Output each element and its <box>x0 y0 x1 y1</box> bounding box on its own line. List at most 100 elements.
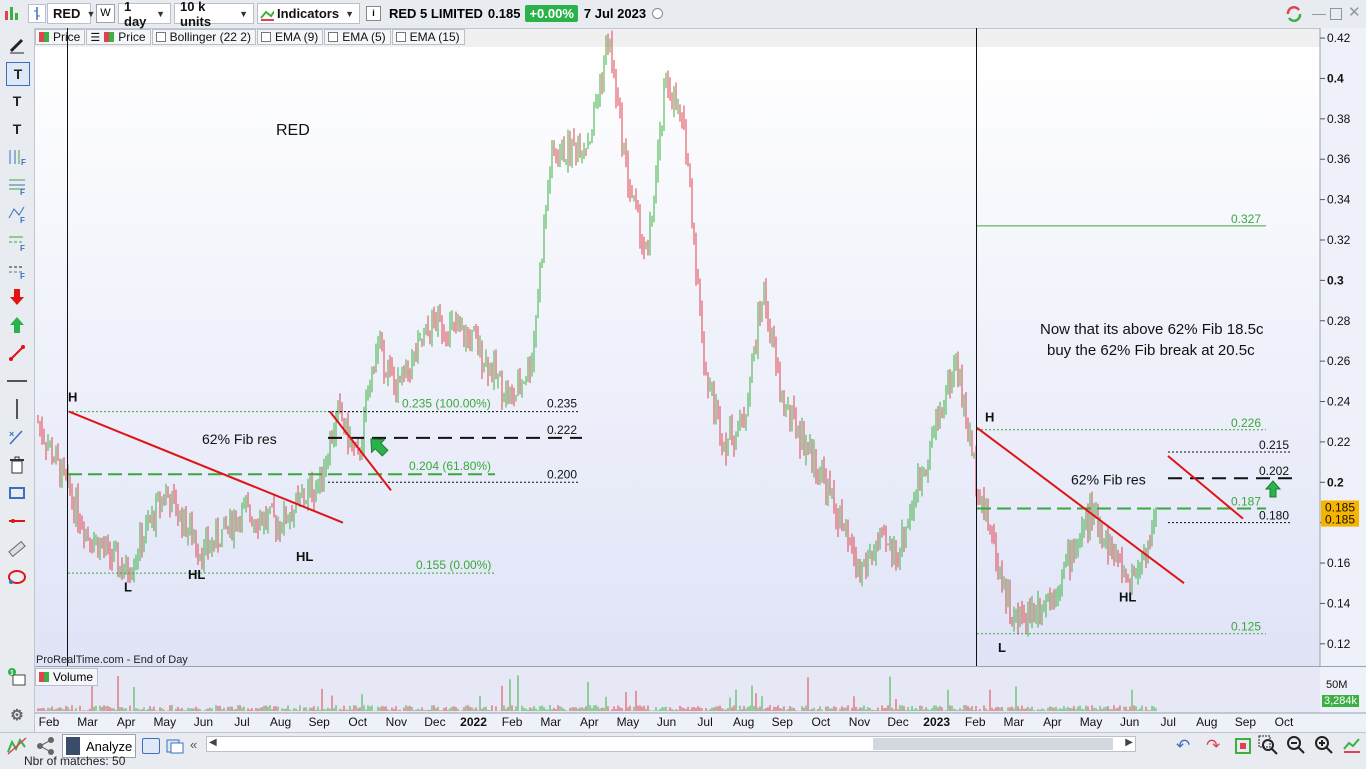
analyze-button[interactable]: Analyze <box>62 734 136 758</box>
legend-price-list[interactable]: ☰ Price <box>86 29 151 45</box>
x-tick-label: Jun <box>657 715 676 729</box>
x-tick-label: Mar <box>540 715 561 729</box>
y-tick-label: 0.32 <box>1327 233 1351 247</box>
fib-retracement-icon[interactable]: F <box>6 174 28 196</box>
x-tick-label: Dec <box>424 715 445 729</box>
ruler-icon[interactable] <box>6 538 28 560</box>
x-tick-label: Oct <box>348 715 367 729</box>
scrollbar-thumb[interactable] <box>873 738 1113 750</box>
arrow-down-icon[interactable] <box>6 286 28 308</box>
chevron-down-icon: ▼ <box>86 8 96 19</box>
timeframe-selector[interactable]: 1 day ▼ <box>118 0 171 29</box>
price-chart[interactable]: 0.42 0.4 0.38 0.36 0.34 0.32 0.3 0.28 0.26 0.24 0.… <box>0 0 1366 740</box>
legend-ema-9[interactable]: EMA (9) <box>256 29 324 45</box>
draw-tool-icon[interactable] <box>6 736 28 756</box>
arrow-up-icon[interactable] <box>6 314 28 336</box>
instrument-info: i RED 5 LIMITED 0.185 +0.00% 7 Jul 2023 <box>366 3 664 24</box>
delete-drawings-icon[interactable]: × <box>6 426 28 448</box>
legend-price[interactable]: Price <box>35 29 86 45</box>
maximize-icon[interactable] <box>1330 8 1342 20</box>
segment-icon[interactable] <box>6 342 28 364</box>
settings-icon[interactable]: ⚙ <box>10 707 24 724</box>
horizontal-segment-icon[interactable] <box>6 510 28 532</box>
time-scrollbar[interactable]: ◀ ▶ <box>206 736 1136 752</box>
comment-line-1[interactable]: Now that its above 62% Fib 18.5c <box>1040 321 1264 338</box>
legend-bollinger[interactable]: Bollinger (22 2) <box>151 29 256 45</box>
level-label: 0.235 <box>547 397 577 411</box>
x-tick-label: Nov <box>849 715 870 729</box>
scroll-right-icon[interactable]: ▶ <box>1125 737 1133 748</box>
alert-bell-icon[interactable]: 1 <box>6 666 28 688</box>
zoom-out-icon[interactable] <box>1286 735 1306 755</box>
refresh-icon[interactable] <box>1284 4 1304 24</box>
comment-icon[interactable] <box>142 738 160 754</box>
ellipse-icon[interactable] <box>6 566 28 588</box>
price-swatch-icon <box>104 32 115 42</box>
volume-panel-background <box>35 667 1320 713</box>
level-label: 0.202 <box>1259 464 1289 478</box>
buy-arrow-icon <box>1264 480 1282 498</box>
minimize-icon[interactable]: — <box>1312 5 1326 21</box>
matches-count: Nbr of matches: 50 <box>24 754 126 768</box>
fib-fan-icon[interactable]: F <box>6 202 28 224</box>
fib-arc-icon[interactable]: F <box>6 230 28 252</box>
close-icon[interactable]: ✕ <box>1348 4 1361 21</box>
last-price: 0.185 <box>487 6 521 21</box>
x-tick-label: Dec <box>887 715 908 729</box>
y-tick-label: 0.36 <box>1327 152 1351 166</box>
legend-ema-15[interactable]: EMA (15) <box>391 29 465 45</box>
scroll-left-double-icon[interactable]: « <box>190 737 198 752</box>
y-tick-label: 0.38 <box>1327 112 1351 126</box>
text-bold-icon[interactable]: T <box>12 121 22 137</box>
zoom-select-icon[interactable] <box>1258 735 1278 755</box>
fib-timezone-icon[interactable]: F <box>6 258 28 280</box>
analyze-label: Analyze <box>86 738 133 754</box>
auto-scale-icon[interactable] <box>1234 737 1252 755</box>
analyze-icon <box>66 737 80 755</box>
level-label: 0.200 <box>547 467 577 481</box>
swing-label: H <box>68 390 77 405</box>
undo-icon[interactable]: ↶ <box>1176 736 1191 755</box>
chevron-down-icon: ▼ <box>239 8 248 19</box>
x-tick-label: Feb <box>39 715 60 729</box>
legend-ema-5[interactable]: EMA (5) <box>324 29 391 45</box>
fibonacci-icon[interactable]: F <box>6 146 28 168</box>
vertical-line-icon[interactable] <box>6 398 28 420</box>
price-badge: 0.185 <box>1321 512 1359 527</box>
checkbox-icon <box>155 32 166 42</box>
swing-label: HL <box>296 549 313 564</box>
legend-ema5-label: EMA (5) <box>342 30 386 44</box>
share-icon[interactable] <box>36 736 56 756</box>
volume-legend[interactable]: Volume <box>35 668 99 686</box>
info-icon[interactable]: i <box>366 6 381 21</box>
chart-type-icon[interactable] <box>28 4 46 23</box>
ticker-selector[interactable]: RED ▼ <box>47 3 95 24</box>
scroll-left-icon[interactable]: ◀ <box>209 737 217 748</box>
compare-icon[interactable] <box>166 737 184 755</box>
rectangle-icon[interactable] <box>6 482 28 504</box>
legend-bollinger-label: Bollinger (22 2) <box>169 30 251 44</box>
workspace-icon[interactable]: W <box>96 4 115 23</box>
horizontal-line-icon[interactable] <box>6 370 28 392</box>
swing-label: L <box>998 640 1006 655</box>
x-tick-label: Feb <box>965 715 986 729</box>
bottom-toolbar: Analyze « ◀ ▶ ↶ ↷ Nbr of matches: 50 <box>0 732 1366 769</box>
trash-icon[interactable] <box>6 454 28 476</box>
text-box-icon[interactable]: T <box>6 62 30 86</box>
pencil-icon[interactable] <box>6 34 28 56</box>
x-tick-label: Jun <box>194 715 213 729</box>
svg-text:F: F <box>20 272 25 279</box>
y-tick-label: 0.14 <box>1327 596 1351 610</box>
units-selector[interactable]: 10 k units ▼ <box>174 0 254 29</box>
fit-chart-icon[interactable] <box>1342 735 1362 755</box>
svg-text:F: F <box>21 158 26 167</box>
x-tick-label: Jul <box>697 715 712 729</box>
swing-label: HL <box>1119 589 1136 604</box>
redo-icon[interactable]: ↷ <box>1206 736 1221 755</box>
radio-icon[interactable] <box>652 8 664 19</box>
indicators-button[interactable]: Indicators ▼ <box>257 3 360 24</box>
zoom-in-icon[interactable] <box>1314 735 1334 755</box>
comment-line-2[interactable]: buy the 62% Fib break at 20.5c <box>1047 342 1255 359</box>
x-tick-label: Aug <box>733 715 754 729</box>
text-icon[interactable]: T <box>12 93 22 109</box>
